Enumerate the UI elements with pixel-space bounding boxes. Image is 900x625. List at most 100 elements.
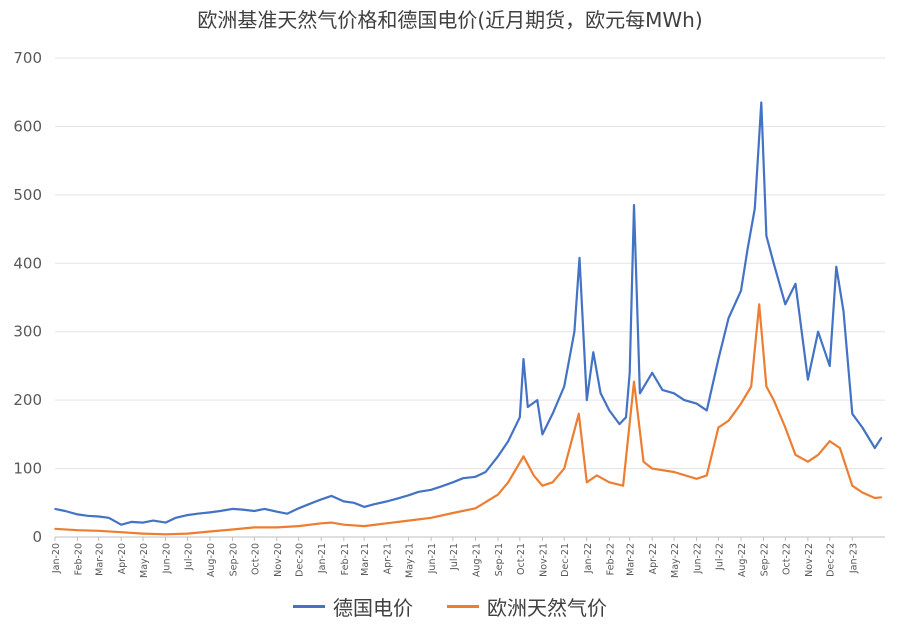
- data-point-electricity: [286, 512, 288, 515]
- data-point-gas: [563, 467, 565, 470]
- x-axis: Jan-20 Feb-20 Mar-20 Apr-20 May-20 Jun-20 Jul-…: [51, 537, 859, 578]
- data-point-electricity: [497, 455, 499, 458]
- data-point-electricity: [164, 521, 167, 524]
- y-tick-label: 400: [13, 254, 42, 272]
- data-point-gas: [507, 481, 510, 484]
- data-point-electricity: [861, 426, 864, 429]
- data-point-electricity: [727, 317, 730, 319]
- legend-item-electricity: 德国电价: [293, 592, 413, 621]
- data-point-electricity: [130, 521, 133, 523]
- y-axis: 0 100 200 300 400 500 600 700: [13, 49, 42, 546]
- data-point-gas: [474, 507, 477, 510]
- data-point-gas: [343, 523, 345, 526]
- data-point-gas: [695, 478, 698, 480]
- data-point-electricity: [320, 498, 323, 501]
- data-point-electricity: [396, 497, 398, 500]
- data-point-gas: [142, 532, 144, 535]
- data-point-electricity: [507, 440, 510, 443]
- data-point-electricity: [54, 508, 56, 510]
- x-tick-label: Jun-21: [427, 543, 438, 574]
- data-point-gas: [54, 528, 56, 530]
- data-point-electricity: [343, 500, 345, 503]
- data-point-electricity: [842, 310, 845, 313]
- x-tick-label: Mar-20: [95, 543, 106, 576]
- data-point-gas: [651, 467, 653, 470]
- x-tick-label: Dec-21: [560, 543, 571, 577]
- x-tick-label: May-21: [405, 543, 416, 578]
- x-tick-label: May-22: [670, 543, 681, 578]
- x-tick-label: Nov-21: [538, 543, 549, 577]
- x-tick-label: Apr-21: [383, 543, 394, 574]
- data-point-gas: [851, 484, 854, 487]
- data-point-electricity: [76, 513, 79, 516]
- series-layer: [54, 101, 883, 536]
- data-point-electricity: [64, 510, 66, 512]
- data-point-electricity: [430, 489, 432, 491]
- data-point-gas: [586, 481, 588, 484]
- data-point-electricity: [817, 330, 819, 333]
- data-point-gas: [794, 454, 797, 456]
- data-point-gas: [541, 484, 544, 487]
- data-point-electricity: [541, 433, 544, 436]
- x-tick-label: Jan-21: [317, 543, 328, 574]
- x-tick-label: Jul-21: [449, 543, 460, 571]
- x-tick-label: Sep-20: [228, 543, 239, 576]
- x-tick-label: Jun-22: [693, 543, 704, 574]
- x-tick-label: Feb-22: [605, 543, 616, 575]
- data-point-gas: [874, 497, 876, 499]
- y-tick-label: 600: [13, 117, 42, 135]
- x-tick-label: Sep-21: [494, 543, 505, 576]
- data-point-electricity: [407, 494, 410, 497]
- y-tick-label: 500: [13, 186, 42, 204]
- legend-swatch-electricity: [293, 605, 325, 608]
- x-tick-label: Jan-22: [583, 543, 594, 574]
- legend: 德国电价 欧洲天然气价: [0, 592, 900, 621]
- data-point-electricity: [599, 392, 602, 395]
- legend-swatch-gas: [447, 605, 479, 608]
- data-point-gas: [880, 496, 883, 499]
- data-point-gas: [97, 530, 100, 532]
- data-point-gas: [186, 532, 189, 535]
- data-point-electricity: [417, 491, 420, 493]
- x-tick-label: Feb-21: [340, 543, 351, 575]
- data-point-gas: [578, 413, 580, 415]
- data-point-gas: [633, 380, 635, 383]
- data-point-electricity: [462, 477, 464, 480]
- x-tick-label: Nov-22: [804, 543, 815, 577]
- data-point-electricity: [608, 409, 611, 412]
- data-point-electricity: [592, 351, 595, 354]
- data-point-electricity: [874, 447, 876, 449]
- x-tick-label: Mar-21: [360, 543, 371, 576]
- data-point-electricity: [253, 510, 256, 512]
- data-point-gas: [76, 529, 79, 531]
- data-point-electricity: [695, 402, 698, 405]
- data-point-gas: [608, 481, 611, 484]
- data-point-electricity: [639, 392, 641, 395]
- chart-title: 欧洲基准天然气价格和德国电价(近月期货，欧元每MWh): [197, 8, 703, 32]
- data-point-electricity: [765, 235, 768, 237]
- legend-label-gas: 欧洲天然气价: [487, 596, 607, 620]
- data-point-electricity: [152, 519, 154, 522]
- data-point-electricity: [297, 507, 300, 510]
- data-point-electricity: [633, 204, 635, 206]
- data-point-electricity: [551, 413, 554, 415]
- data-point-electricity: [618, 423, 621, 425]
- data-point-electricity: [746, 248, 749, 251]
- data-point-gas: [551, 481, 554, 484]
- data-point-gas: [363, 525, 366, 527]
- x-tick-label: Mar-22: [626, 543, 637, 576]
- data-point-gas: [452, 512, 454, 514]
- data-point-gas: [330, 521, 333, 524]
- data-point-electricity: [276, 510, 278, 513]
- x-tick-label: Aug-20: [206, 543, 217, 577]
- data-point-electricity: [519, 416, 521, 419]
- data-point-electricity: [880, 437, 883, 439]
- data-point-electricity: [851, 413, 854, 415]
- x-tick-label: Dec-20: [295, 543, 306, 577]
- data-point-electricity: [772, 262, 775, 265]
- data-point-gas: [231, 528, 234, 531]
- series-line-gas: [54, 303, 882, 536]
- data-point-gas: [407, 519, 410, 522]
- x-tick-label: Oct-20: [250, 543, 261, 575]
